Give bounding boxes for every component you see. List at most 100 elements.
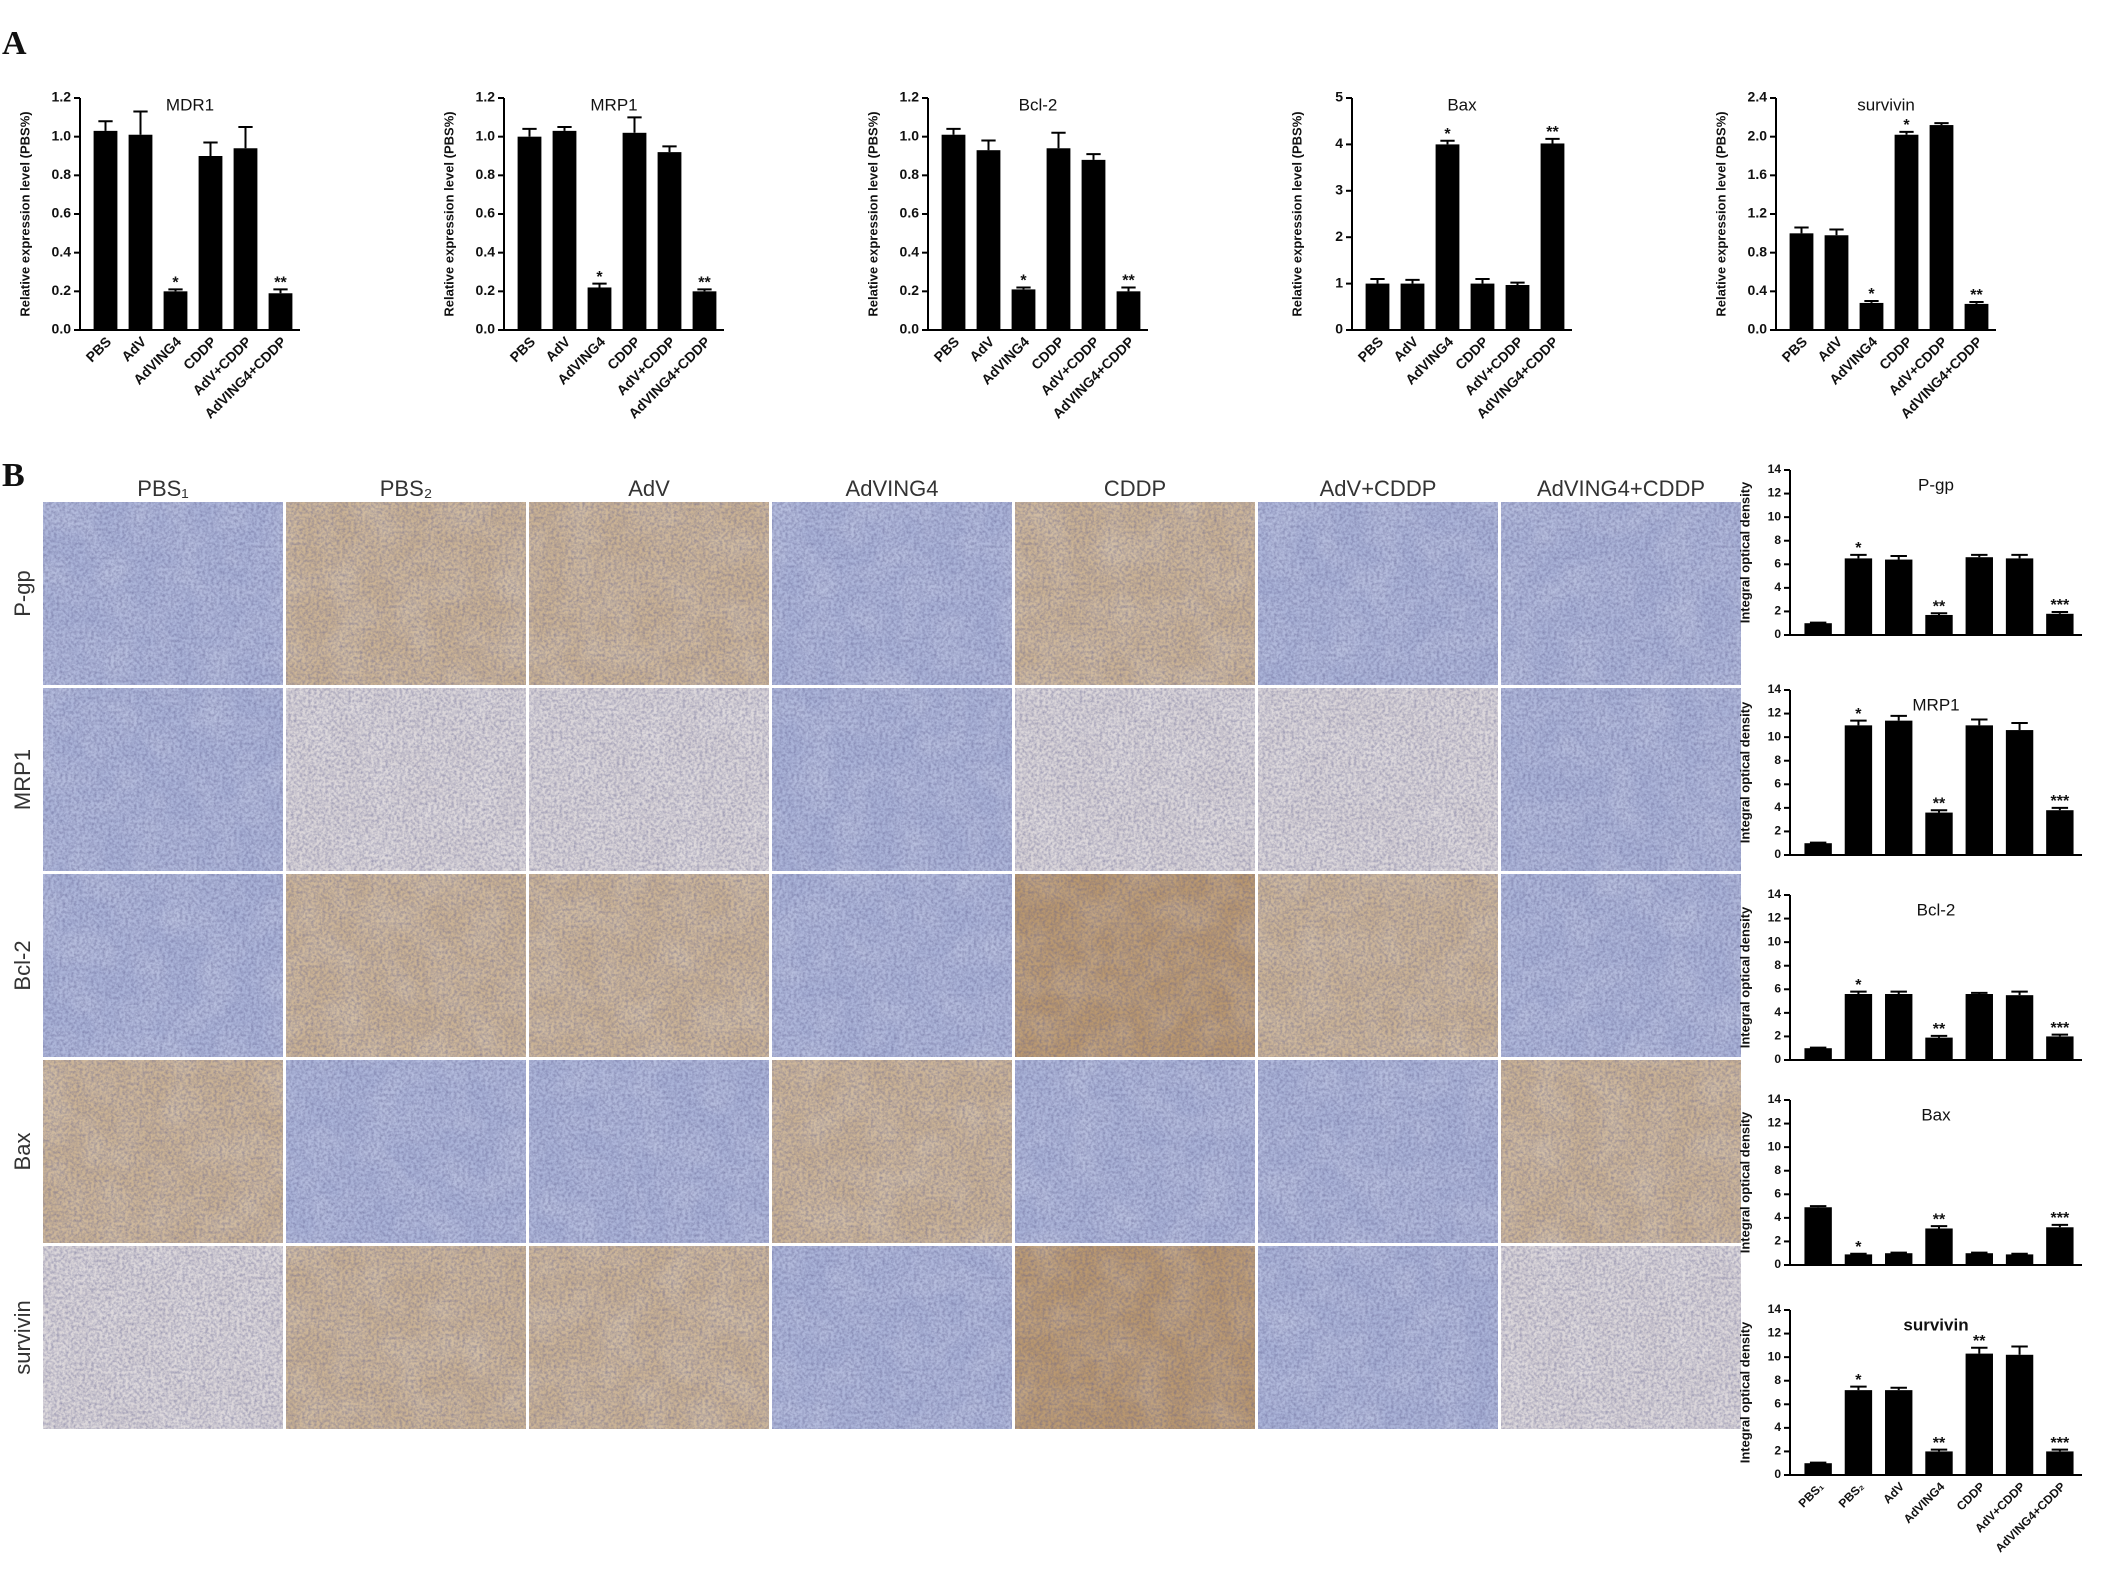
micrograph-texture xyxy=(43,874,283,1057)
y-tick-label: 1.6 xyxy=(1748,166,1768,182)
bar xyxy=(1844,558,1873,635)
micrograph-texture xyxy=(1501,688,1741,871)
micrograph-texture xyxy=(1258,1060,1498,1243)
chart-title: Bcl-2 xyxy=(1019,95,1058,114)
significance-mark: * xyxy=(172,275,179,292)
significance-mark: * xyxy=(1855,706,1862,723)
y-tick-label: 2.4 xyxy=(1748,89,1768,105)
micrograph-texture xyxy=(1258,1246,1498,1429)
y-tick-label: 1.2 xyxy=(52,89,72,105)
error-bar xyxy=(946,127,961,135)
bar xyxy=(1885,994,1913,1060)
error-bar xyxy=(168,288,183,292)
bar xyxy=(1965,994,1993,1060)
error-bar xyxy=(1809,1046,1827,1049)
micrograph-texture xyxy=(1501,502,1741,685)
y-tick-label: 0.6 xyxy=(900,205,920,221)
column-header: CDDP xyxy=(1104,476,1166,501)
y-tick-label: 4 xyxy=(1774,1210,1781,1224)
x-tick-label: AdV xyxy=(118,333,150,365)
significance-mark: * xyxy=(1855,540,1862,557)
bar xyxy=(1505,284,1530,330)
error-bar xyxy=(273,288,288,294)
significance-mark: ** xyxy=(1973,1333,1986,1350)
significance-mark: ** xyxy=(274,275,287,292)
bar xyxy=(2046,1036,2074,1060)
bar xyxy=(1925,1037,1953,1060)
bar xyxy=(1804,1207,1832,1265)
y-tick-label: 4 xyxy=(1774,800,1781,814)
significance-mark: ** xyxy=(698,275,711,292)
micrograph-texture xyxy=(1501,874,1741,1057)
y-tick-label: 0.0 xyxy=(476,321,496,337)
y-tick-label: 0.8 xyxy=(476,166,496,182)
column-header: AdV xyxy=(628,476,670,501)
y-axis-label: Integral optical density xyxy=(1737,481,1752,623)
y-tick-label: 14 xyxy=(1768,682,1782,696)
bar xyxy=(2005,995,2034,1060)
error-bar xyxy=(2011,1252,2028,1255)
y-tick-label: 8 xyxy=(1774,533,1781,547)
y-tick-label: 6 xyxy=(1774,981,1781,995)
error-bar xyxy=(133,110,148,135)
bar xyxy=(268,293,293,330)
bar xyxy=(692,291,717,330)
y-tick-label: 12 xyxy=(1768,1116,1782,1130)
error-bar xyxy=(697,288,712,292)
error-bar xyxy=(1051,131,1066,149)
chart-title: MRP1 xyxy=(590,95,637,114)
bar xyxy=(1804,843,1832,855)
bar xyxy=(1804,1048,1832,1060)
bar xyxy=(2046,1227,2074,1265)
y-axis-label: Integral optical density xyxy=(1737,1111,1752,1253)
micrograph-texture xyxy=(1015,688,1255,871)
bar xyxy=(552,130,577,330)
bar xyxy=(941,134,966,330)
y-tick-label: 0.0 xyxy=(900,321,920,337)
bar xyxy=(1885,1390,1913,1475)
y-tick-label: 1.2 xyxy=(476,89,496,105)
significance-mark: ** xyxy=(1122,273,1135,290)
error-bar xyxy=(1850,1252,1867,1255)
x-tick-label: AdVING4+CDDP xyxy=(1993,1479,2069,1555)
bar xyxy=(2005,1354,2034,1475)
column-header: AdV+CDDP xyxy=(1320,476,1437,501)
micrograph-texture xyxy=(772,1246,1012,1429)
bar xyxy=(1965,1253,1993,1265)
y-tick-label: 1 xyxy=(1335,274,1343,290)
chart-title: P-gp xyxy=(1918,475,1954,494)
error-bar xyxy=(557,126,572,131)
error-bar xyxy=(2011,553,2028,559)
error-bar xyxy=(1930,1034,1948,1038)
significance-mark: ** xyxy=(1933,1021,1946,1038)
bar xyxy=(517,136,542,330)
y-tick-label: 12 xyxy=(1768,486,1782,500)
y-tick-label: 4 xyxy=(1774,580,1781,594)
y-tick-label: 8 xyxy=(1774,1163,1781,1177)
x-tick-label: AdV xyxy=(1880,1479,1907,1506)
y-tick-label: 0 xyxy=(1335,321,1343,337)
significance-mark: ** xyxy=(1970,287,1983,304)
y-tick-label: 0.6 xyxy=(52,205,72,221)
y-tick-label: 14 xyxy=(1768,1092,1782,1106)
y-tick-label: 2 xyxy=(1774,1234,1781,1248)
column-header: PBS₁ xyxy=(137,476,188,501)
significance-mark: * xyxy=(1855,1239,1862,1256)
bar xyxy=(1925,1451,1953,1475)
bar xyxy=(198,156,223,330)
error-bar xyxy=(1930,612,1948,615)
y-tick-label: 12 xyxy=(1768,911,1782,925)
y-axis-label: Integral optical density xyxy=(1737,1321,1752,1463)
bar xyxy=(233,148,258,330)
x-tick-label: PBS xyxy=(507,333,539,365)
error-bar xyxy=(1850,990,1867,994)
micrograph-texture xyxy=(1501,1060,1741,1243)
significance-mark: * xyxy=(1855,1372,1862,1389)
column-header: AdVING4+CDDP xyxy=(1537,476,1705,501)
micrograph-texture xyxy=(529,1060,769,1243)
bar xyxy=(2046,613,2074,635)
error-bar xyxy=(1850,553,1867,559)
y-tick-label: 5 xyxy=(1335,89,1343,105)
x-tick-label: PBS xyxy=(1355,333,1387,365)
row-header: Bax xyxy=(10,1133,35,1171)
